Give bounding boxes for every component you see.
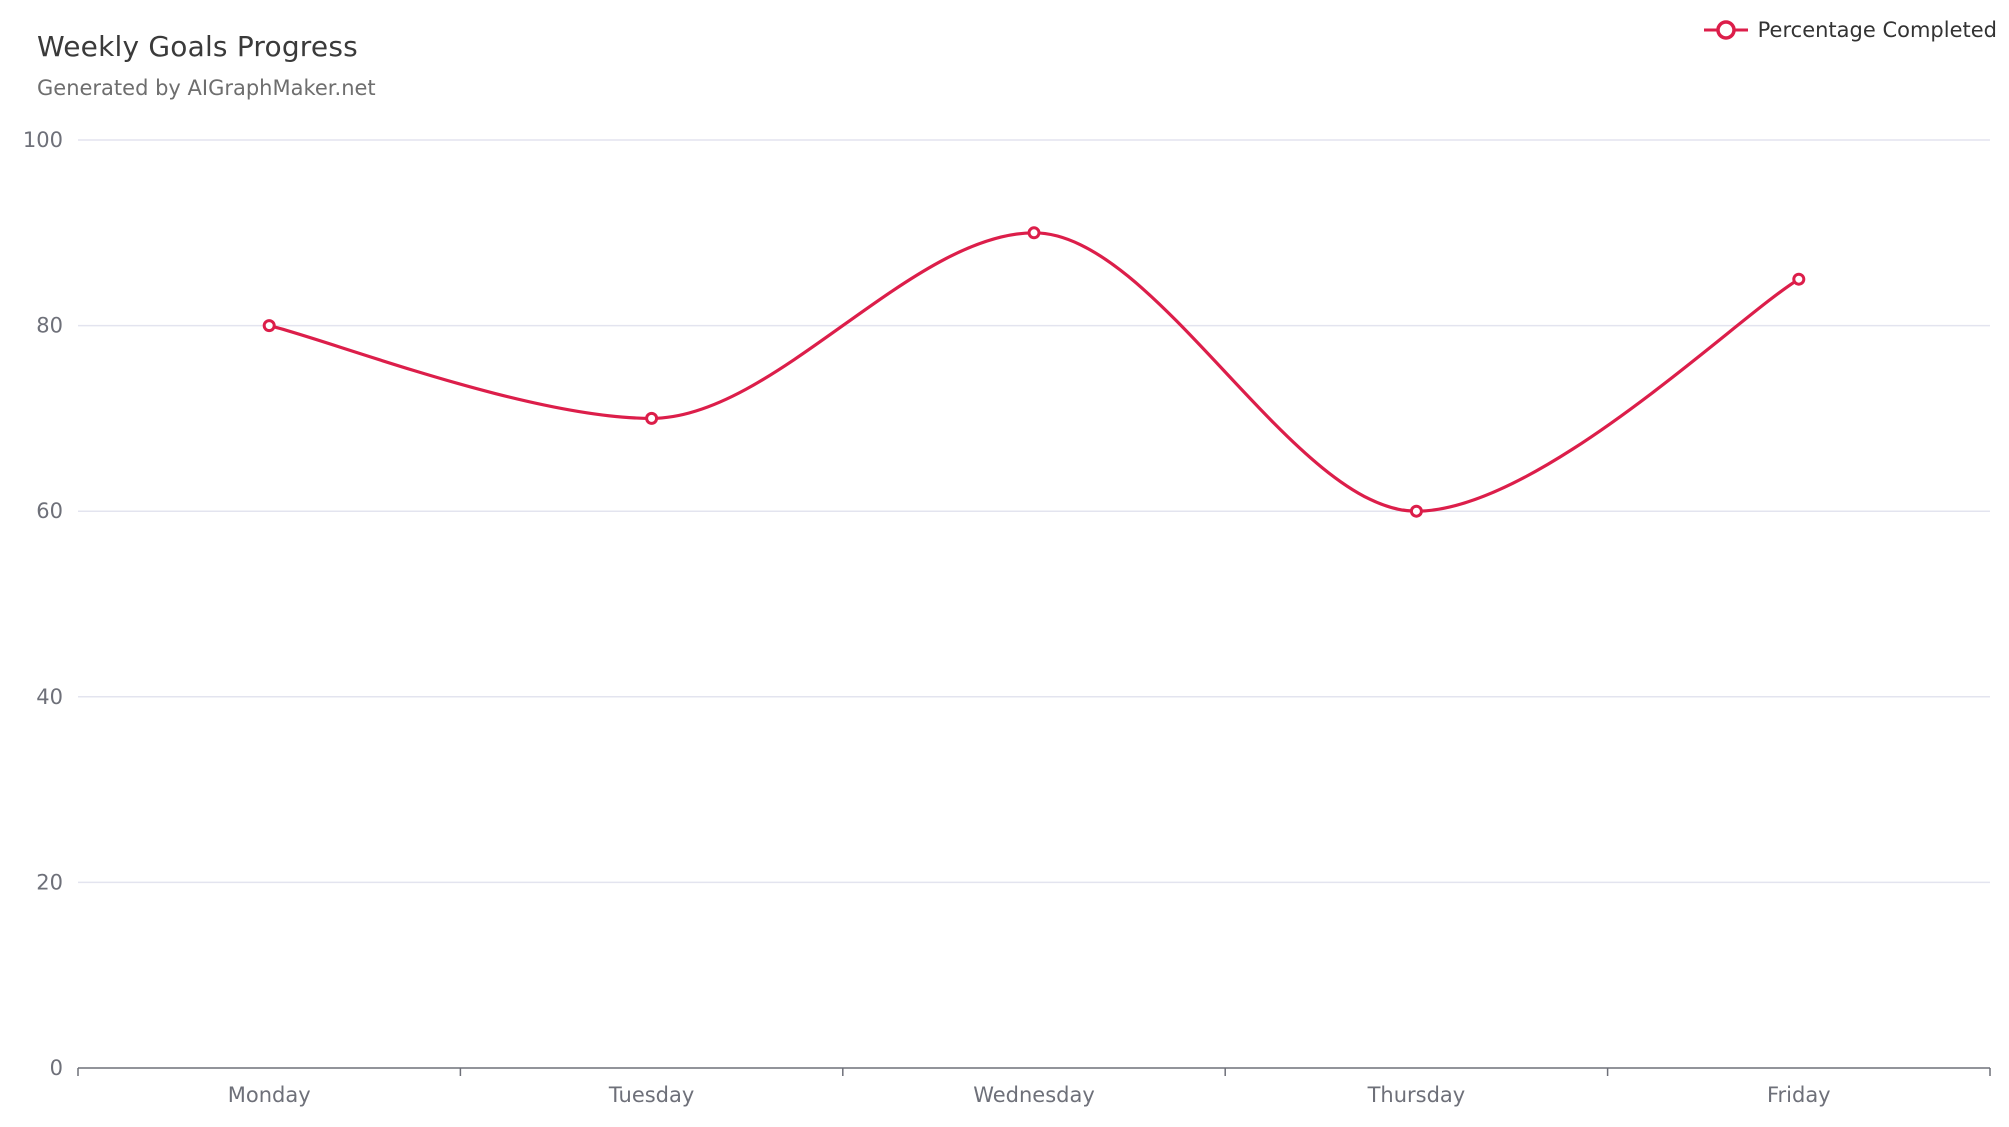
x-tick-label: Wednesday (973, 1083, 1095, 1107)
y-tick-label: 20 (36, 870, 63, 894)
x-tick-label: Monday (228, 1083, 311, 1107)
x-axis (77, 1067, 1991, 1076)
x-tick-label: Friday (1767, 1083, 1831, 1107)
chart-title: Weekly Goals Progress (37, 30, 358, 63)
x-tick-label: Tuesday (608, 1083, 694, 1107)
legend-label: Percentage Completed (1757, 18, 1997, 42)
chart-subtitle: Generated by AIGraphMaker.net (37, 76, 376, 100)
y-tick-label: 60 (36, 499, 63, 523)
legend[interactable]: Percentage Completed (1703, 18, 1997, 42)
data-point[interactable] (1027, 226, 1041, 240)
x-axis-labels: Monday Tuesday Wednesday Thursday Friday (228, 1083, 1831, 1107)
y-axis-labels: 0 20 40 60 80 100 (23, 128, 63, 1080)
data-points (262, 226, 1806, 518)
x-tick-label: Thursday (1367, 1083, 1466, 1107)
y-tick-label: 80 (36, 314, 63, 338)
legend-line-marker-icon (1703, 20, 1748, 40)
data-point[interactable] (1409, 504, 1423, 518)
data-point[interactable] (1792, 272, 1806, 286)
y-tick-label: 0 (50, 1056, 63, 1080)
grid-lines (78, 139, 1990, 884)
data-point[interactable] (262, 319, 276, 333)
data-point[interactable] (645, 411, 659, 425)
y-tick-label: 100 (23, 128, 63, 152)
series-line (267, 231, 1801, 513)
y-tick-label: 40 (36, 685, 63, 709)
